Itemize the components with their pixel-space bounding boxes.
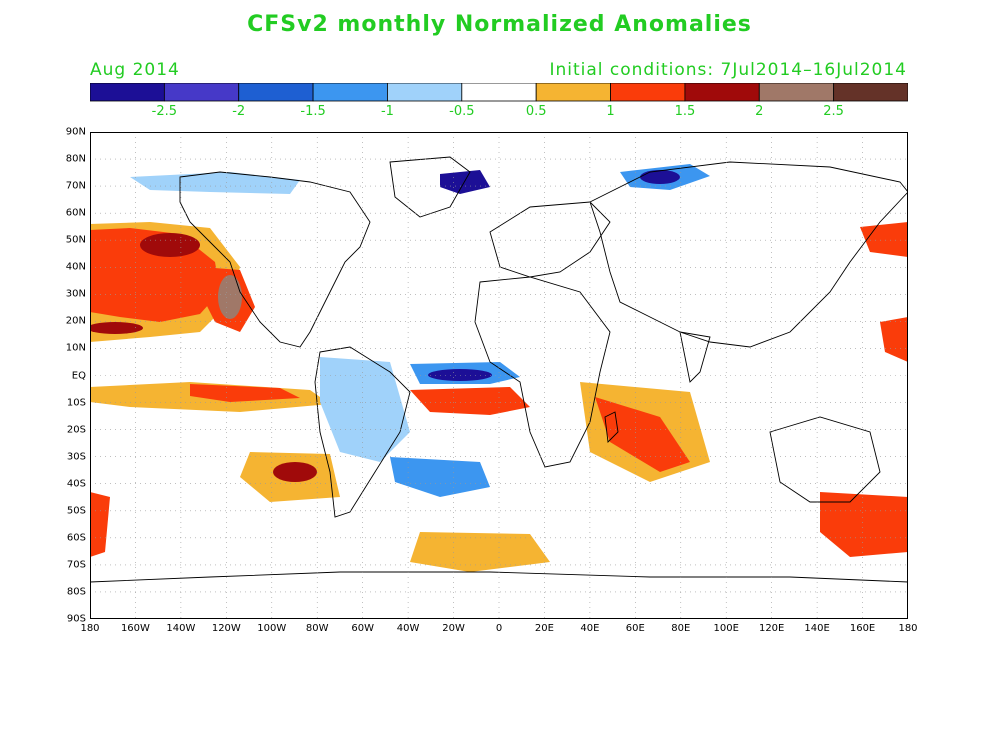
latitude-label: 40N [65,261,86,273]
longitude-label: 40W [396,623,420,634]
latitude-label: 10N [65,342,86,354]
chart-title: CFSv2 monthly Normalized Anomalies [247,12,752,37]
colorbar-tick-label: 2.5 [823,104,844,119]
longitude-label: 20W [442,623,465,634]
longitude-label: 100W [257,623,287,634]
forecast-month: Aug 2014 [90,60,180,80]
colorbar-swatch [833,83,908,102]
colorbar-swatch [758,83,835,102]
colorbar-tick-label: 1 [606,104,615,119]
longitude-label: 140E [804,623,830,634]
latitude-label: 70N [65,180,86,192]
latitude-label: 70S [66,559,86,571]
graticule [90,132,908,619]
anomaly-arctic-blue-west [130,172,300,194]
colorbar-swatch [90,83,165,102]
colorbar-tick-label: -2 [232,104,246,119]
anomaly-w-pacific-red [880,317,908,362]
colorbar-swatch [238,83,314,102]
anomaly-atl-eq-core [428,369,492,381]
anomaly-ne-pacific-east [860,222,908,257]
colorbar-swatch [163,83,240,102]
latitude-label: 10S [66,397,86,409]
longitude-label: 120E [758,623,785,634]
longitude-label: 40E [580,623,600,634]
colorbar-tick-label: -0.5 [449,104,475,119]
colorbar-tick-label: 0.5 [525,104,547,119]
latitude-label: 90S [66,613,86,625]
anomaly-s-atlantic-blue [390,457,490,497]
anomaly-subtropic-pacific-core [90,322,143,334]
colorbar [90,83,908,102]
longitude-label: 160E [849,623,876,634]
anomaly-south-pacific-core [273,462,317,482]
colorbar-swatch [387,83,463,102]
colorbar-tick-label: -1 [380,104,394,119]
longitude-label: 60W [351,623,374,634]
latitude-label: 50N [65,234,86,246]
anomaly-map [90,132,908,619]
anomaly-california-core [218,275,242,319]
latitude-label: 40S [66,478,86,490]
latitude-label: 90N [65,126,86,138]
latitude-label: 60S [66,532,86,544]
colorbar-swatch [535,83,611,102]
anomaly-southern-ocean-west-red [90,492,110,557]
latitude-label: 30N [65,288,86,300]
colorbar-swatch [610,83,686,102]
latitude-label: 80N [65,153,86,165]
longitude-label: 80E [671,623,691,634]
anomaly-antarctic-orange [410,532,550,572]
anomaly-siberia-core [640,170,680,184]
longitude-label: 100E [713,623,739,634]
coastlines [90,156,908,583]
colorbar-tick-label: -2.5 [151,104,178,119]
latitude-label: 80S [66,586,86,598]
anomaly-brazil-blue [320,357,410,462]
anomaly-north-pacific-core [140,233,200,257]
colorbar-tick-label: 1.5 [674,104,696,119]
longitude-label: 20E [534,623,554,634]
longitude-label: 180 [898,623,918,634]
anomaly-fields [90,164,908,572]
latitude-label: 20S [66,424,86,436]
latitude-label: 20N [65,315,86,327]
colorbar-swatch [312,83,388,102]
longitude-label: 120W [211,623,241,634]
latitude-label: 30S [66,451,86,463]
longitude-label: 180 [80,623,100,634]
longitude-label: 80W [305,623,329,634]
anomaly-southern-ocean-red [820,492,908,557]
colorbar-tick-label: -1.5 [300,104,326,119]
colorbar-swatch [684,83,760,102]
longitude-label: 60E [625,623,645,634]
longitude-label: 140W [166,623,196,634]
colorbar-swatch [461,83,537,102]
anomaly-south-atlantic-red [410,387,530,415]
anomaly-arctic-blue-strong [440,170,490,194]
latitude-label: EQ [71,370,86,381]
latitude-label: 50S [66,505,86,517]
longitude-label: 160W [120,623,150,634]
latitude-label: 60N [65,207,86,219]
colorbar-tick-label: 2 [755,104,764,119]
longitude-label: 0 [495,623,503,634]
initial-conditions: Initial conditions: 7Jul2014–16Jul2014 [549,60,907,80]
anomaly-trop-pacific-red [190,384,300,402]
anomaly-madagascar-red [595,397,690,472]
